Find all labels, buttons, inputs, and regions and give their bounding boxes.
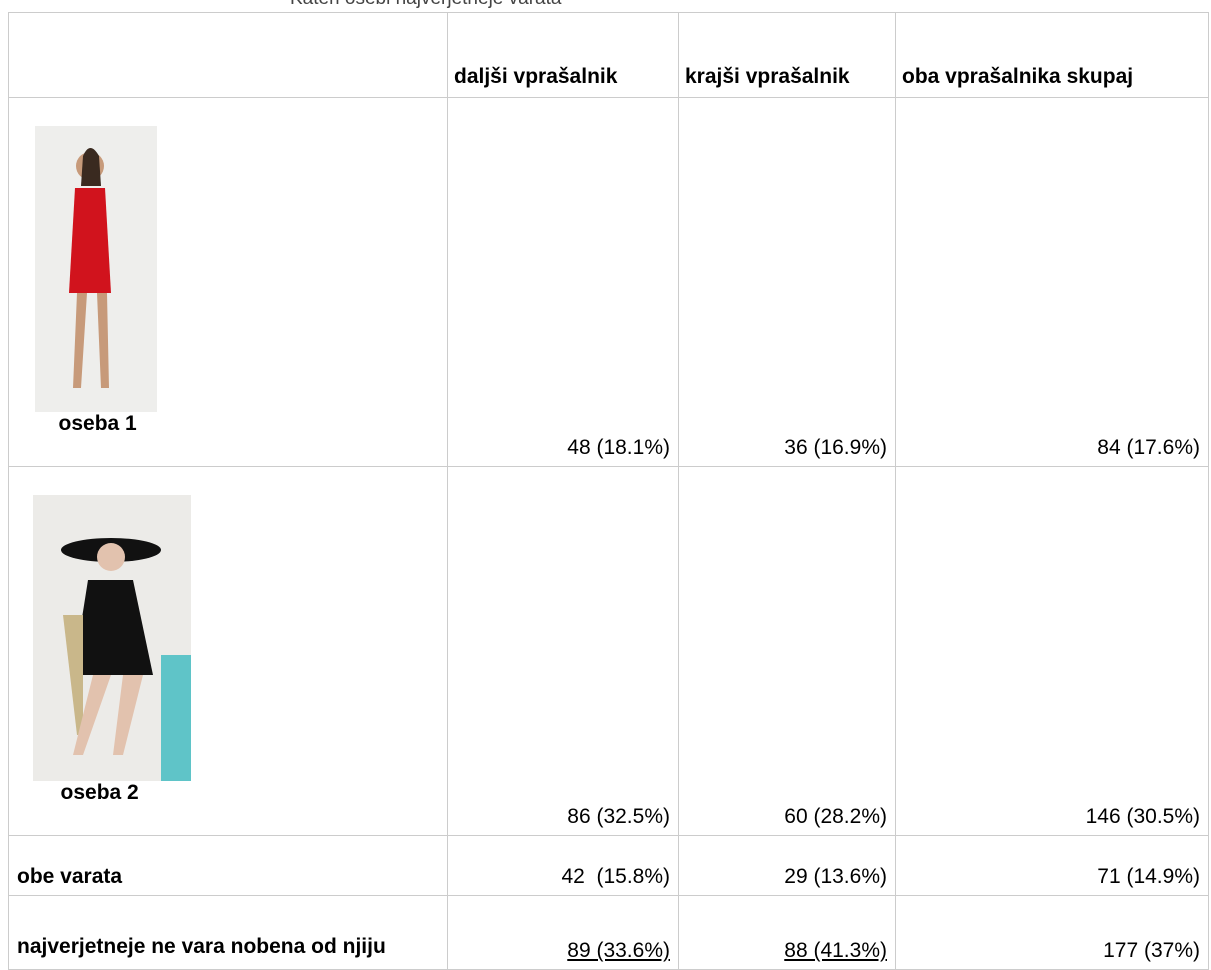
column-header: daljši vprašalnik [447, 12, 679, 98]
row-label: obe varata [8, 835, 448, 896]
cell: 71 (14.9%) [895, 835, 1209, 896]
cell: 84 (17.6%) [895, 97, 1209, 467]
row-label: oseba 2 [60, 781, 139, 804]
cell-text: 88 (41.3%) [784, 939, 887, 962]
title: Kateri osebi najverjetneje varata [290, 0, 561, 10]
row-label-cell: oseba 1 [8, 97, 448, 467]
cell: 36 (16.9%) [678, 97, 896, 467]
page: Kateri osebi najverjetneje varata daljši… [8, 0, 1209, 970]
cell: 60 (28.2%) [678, 466, 896, 836]
cell: 48 (18.1%) [447, 97, 679, 467]
row: oseba 1 48 (18.1%) 36 (16.9%) 84 (17.6%) [8, 97, 1209, 467]
cell: 177 (37%) [895, 895, 1209, 970]
header-row: daljši vprašalnik krajši vprašalnik oba … [8, 12, 1209, 98]
cell: 42 (15.8%) [447, 835, 679, 896]
column-header: krajši vprašalnik [678, 12, 896, 98]
row: oseba 2 86 (32.5%) 60 (28.2%) 146 (30.5%… [8, 466, 1209, 836]
row: obe varata 42 (15.8%) 29 (13.6%) 71 (14.… [8, 835, 1209, 896]
row: najverjetneje ne vara nobena od njiju 89… [8, 895, 1209, 970]
cell: 146 (30.5%) [895, 466, 1209, 836]
cell: 89 (33.6%) [447, 895, 679, 970]
results-table: daljši vprašalnik krajši vprašalnik oba … [8, 12, 1209, 970]
row-label-cell: oseba 2 [8, 466, 448, 836]
cell: 88 (41.3%) [678, 895, 896, 970]
row-label: oseba 1 [58, 412, 137, 435]
row-label: najverjetneje ne vara nobena od njiju [8, 895, 448, 970]
corner-cell [8, 12, 448, 98]
cell: 29 (13.6%) [678, 835, 896, 896]
photo-person-1 [34, 126, 157, 412]
column-header: oba vprašalnika skupaj [895, 12, 1209, 98]
cell-text: 89 (33.6%) [567, 939, 670, 962]
photo-person-2 [32, 495, 191, 781]
cell: 86 (32.5%) [447, 466, 679, 836]
